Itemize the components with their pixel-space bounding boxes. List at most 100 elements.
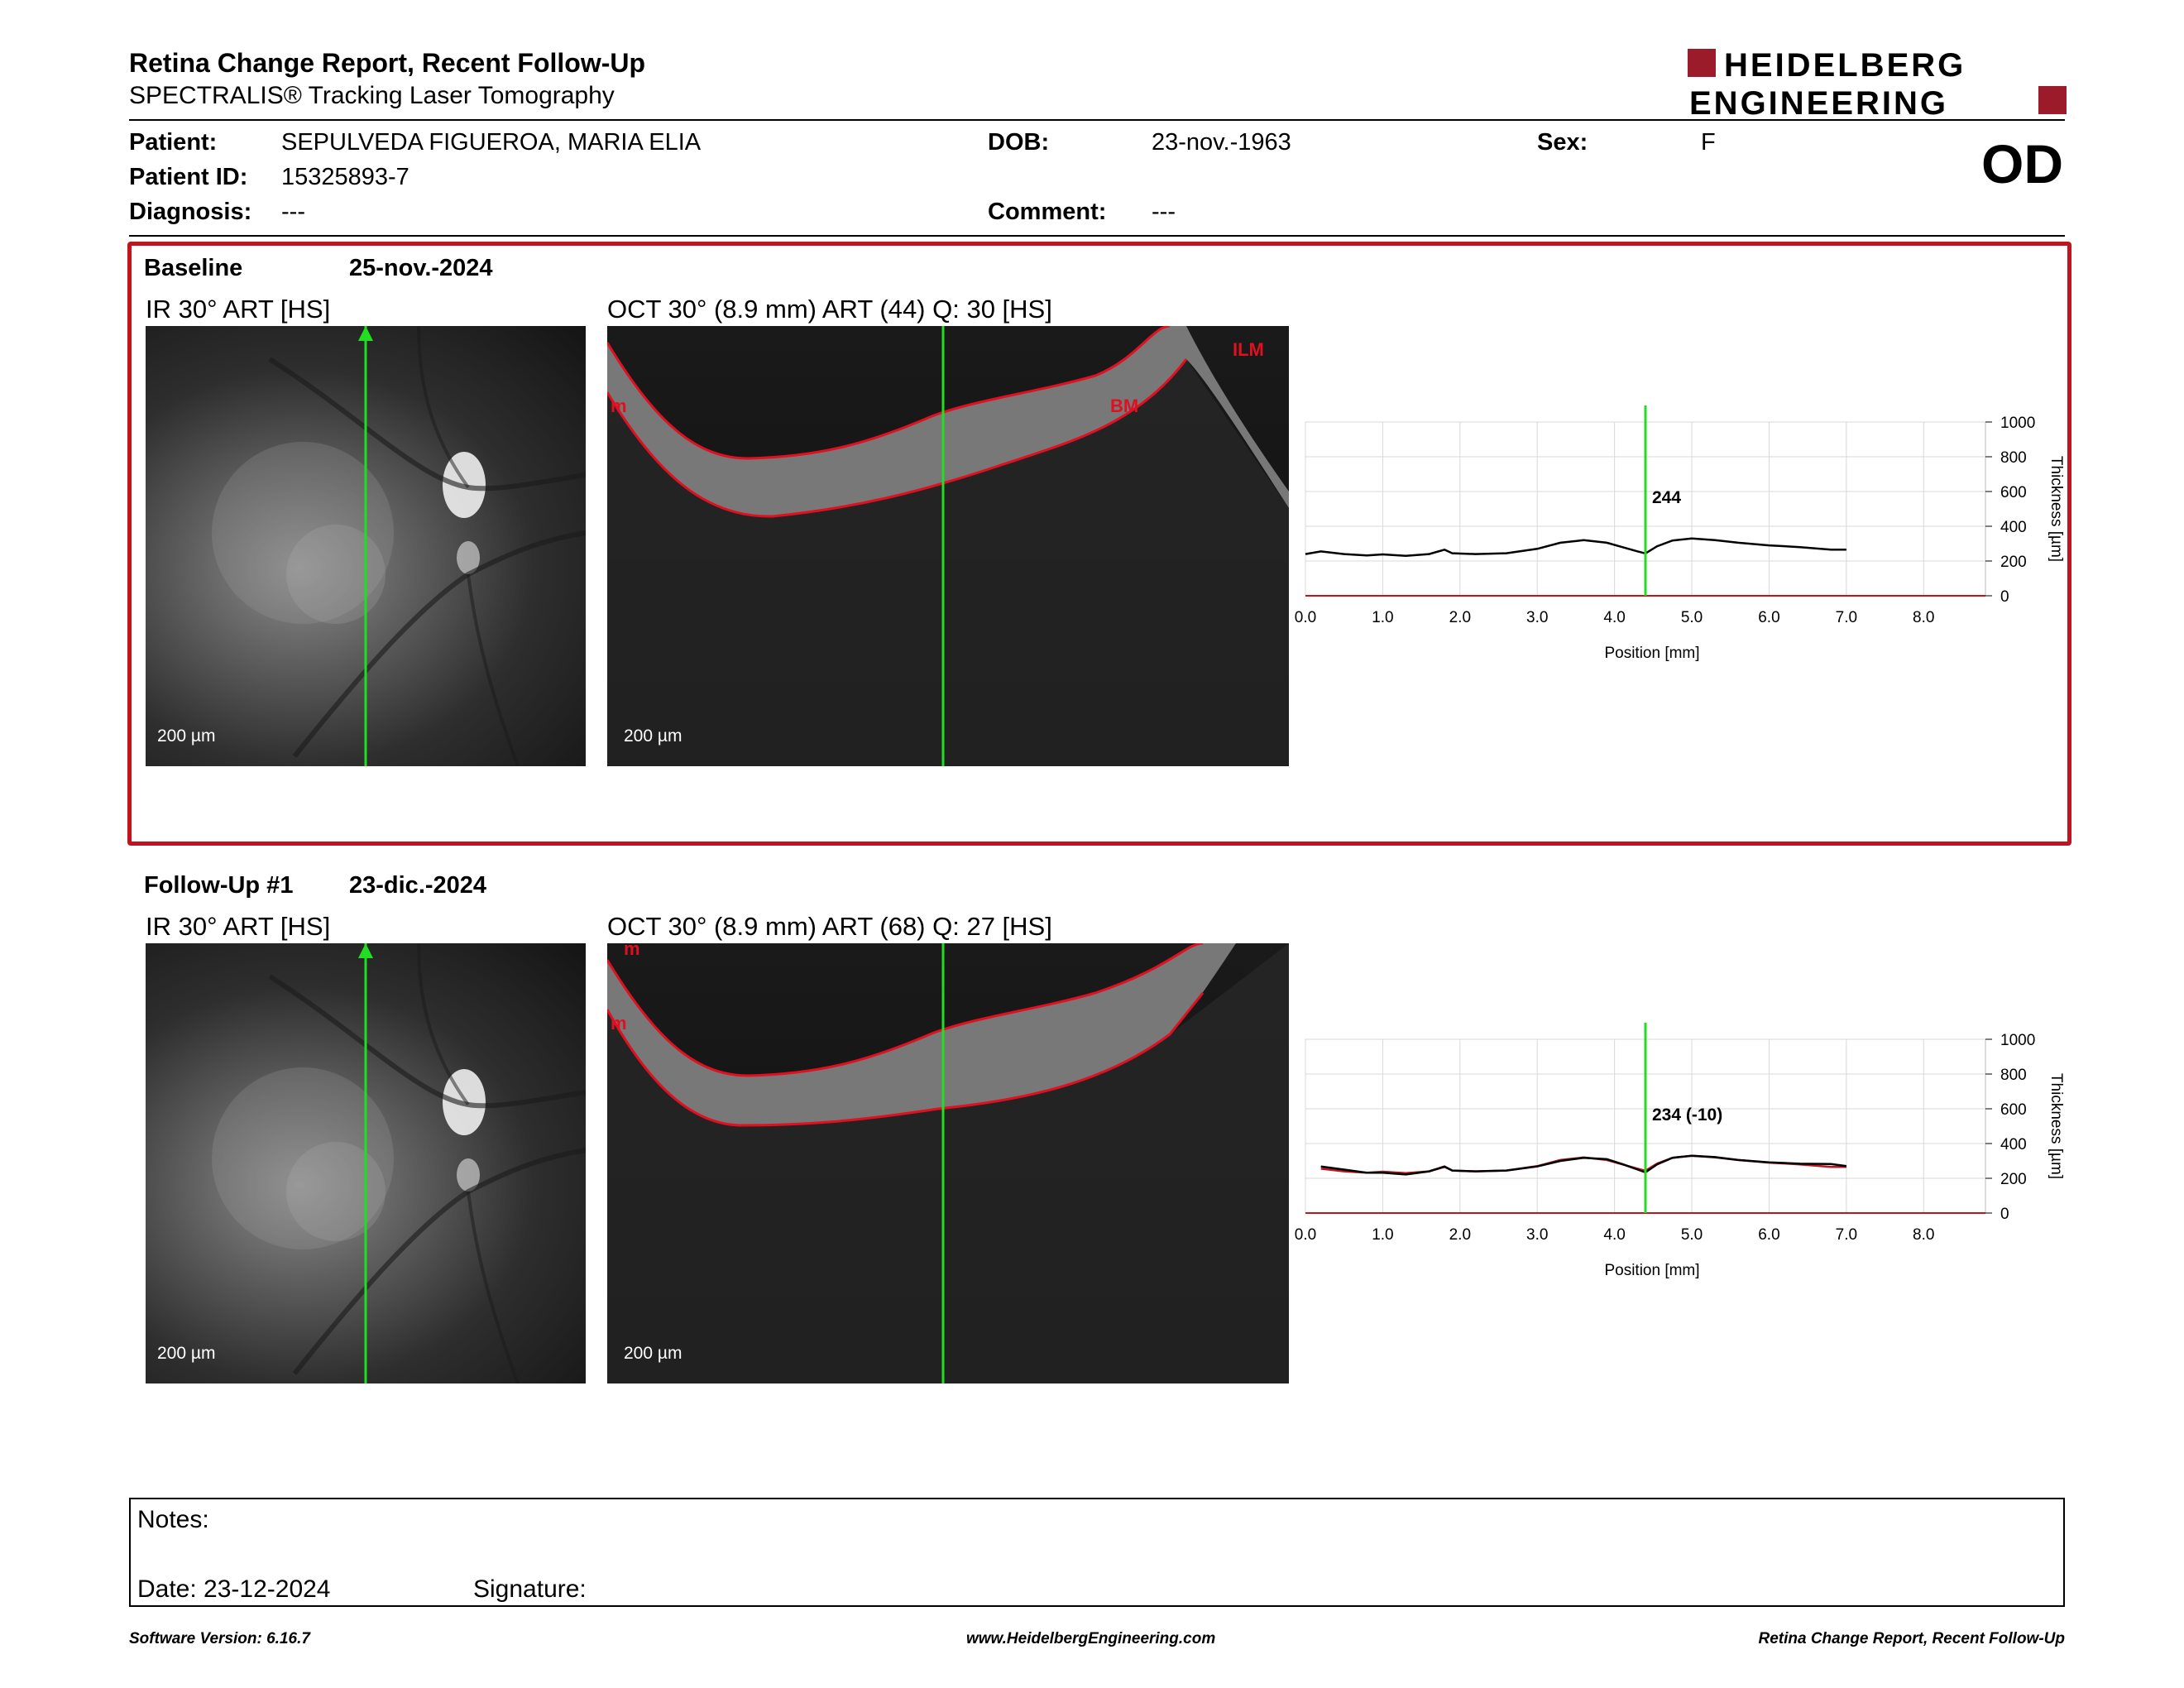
x-tick-label: 1.0 <box>1372 609 1393 626</box>
header-divider <box>129 119 2065 121</box>
x-tick-label: 2.0 <box>1449 1226 1471 1244</box>
y-tick-label: 0 <box>2000 588 2009 606</box>
dob-value: 23-nov.-1963 <box>1152 129 1291 156</box>
patient-label: Patient: <box>129 129 218 156</box>
x-tick-label: 2.0 <box>1449 609 1471 626</box>
eye-indicator: OD <box>1981 133 2063 194</box>
baseline-thickness-chart: 0.0 1.0 2.0 3.0 4.0 5.0 6.0 7.0 8.0 0 200 400 600 800… <box>1295 405 2065 662</box>
baseline-date: 25-nov.-2024 <box>349 255 493 281</box>
x-tick-label: 8.0 <box>1913 609 1934 626</box>
oct-bscan: ILM BM m <box>607 326 1289 766</box>
logo-text-line1: HEIDELBERG <box>1724 47 1966 84</box>
fundus-vessels <box>212 326 586 766</box>
notes-box[interactable]: Notes: Date: 23-12-2024 Signature: <box>129 1498 2065 1607</box>
followup-ir-caption: IR 30° ART [HS] <box>146 912 331 941</box>
y-axis-label: Thickness [µm] <box>2048 1073 2065 1179</box>
y-tick-label: 600 <box>2000 484 2027 501</box>
followup-oct-image[interactable]: m m 200 µm <box>607 943 1289 1383</box>
followup-thickness-chart: 0.0 1.0 2.0 3.0 4.0 5.0 6.0 7.0 8.0 0 200 400 600 800… <box>1295 1023 2065 1279</box>
y-tick-label: 800 <box>2000 1067 2027 1084</box>
cursor-value-label: 244 <box>1652 488 1681 507</box>
x-tick-label: 3.0 <box>1526 1226 1548 1244</box>
y-tick-label: 800 <box>2000 449 2027 467</box>
x-tick-label: 5.0 <box>1681 609 1703 626</box>
footer-report-name: Retina Change Report, Recent Follow-Up <box>1758 1630 2065 1647</box>
y-tick-label: 400 <box>2000 1136 2027 1153</box>
heidelberg-logo: HEIDELBERG ENGINEERING <box>1688 47 2067 117</box>
ilm-line <box>607 943 1204 1077</box>
followup-label: Follow-Up #1 <box>144 872 294 899</box>
report-subtitle: SPECTRALIS® Tracking Laser Tomography <box>129 82 615 109</box>
patient-name: SEPULVEDA FIGUEROA, MARIA ELIA <box>281 129 702 156</box>
y-tick-label: 600 <box>2000 1101 2027 1119</box>
x-tick-label: 6.0 <box>1758 609 1779 626</box>
y-tick-label: 400 <box>2000 519 2027 536</box>
ilm-line <box>607 326 1171 460</box>
y-axis-label: Thickness [µm] <box>2048 456 2065 562</box>
baseline-ir-scalebar: 200 µm <box>157 727 216 746</box>
baseline-ir-caption: IR 30° ART [HS] <box>146 295 331 324</box>
oct-label-m: m <box>611 396 627 416</box>
notes-date: Date: 23-12-2024 <box>137 1575 331 1603</box>
oct-bscan: m m <box>607 943 1289 1383</box>
diagnosis-label: Diagnosis: <box>129 199 252 225</box>
y-tick-label: 0 <box>2000 1206 2009 1223</box>
oct-label-m-top: m <box>624 943 640 959</box>
x-tick-label: 4.0 <box>1603 1226 1625 1244</box>
signature-label: Signature: <box>473 1575 587 1603</box>
dob-label: DOB: <box>988 129 1050 156</box>
x-tick-label: 7.0 <box>1836 609 1857 626</box>
patient-divider <box>129 235 2065 237</box>
baseline-highlight-box <box>127 242 2071 846</box>
patient-id-label: Patient ID: <box>129 164 248 190</box>
series-line-0 <box>1305 537 1846 557</box>
oct-label-bm: BM <box>1110 396 1138 416</box>
patient-id-value: 15325893-7 <box>281 164 410 190</box>
diagnosis-value: --- <box>281 199 305 225</box>
baseline-oct-image[interactable]: ILM BM m 200 µm <box>607 326 1289 766</box>
y-tick-label: 200 <box>2000 1171 2027 1188</box>
scan-direction-arrow-icon <box>358 326 373 341</box>
x-axis-label: Position [mm] <box>1604 645 1699 662</box>
logo-square-top <box>1688 49 1716 77</box>
comment-value: --- <box>1152 199 1176 225</box>
x-axis-label: Position [mm] <box>1604 1262 1699 1279</box>
notes-label: Notes: <box>137 1506 209 1533</box>
series-line-1 <box>1320 1154 1847 1176</box>
x-tick-label: 0.0 <box>1295 609 1316 626</box>
footer-software-version: Software Version: 6.16.7 <box>129 1630 310 1647</box>
sex-label: Sex: <box>1537 129 1588 156</box>
x-tick-label: 4.0 <box>1603 609 1625 626</box>
x-tick-label: 1.0 <box>1372 1226 1393 1244</box>
y-tick-label: 1000 <box>2000 1032 2035 1049</box>
x-tick-label: 7.0 <box>1836 1226 1857 1244</box>
y-tick-label: 1000 <box>2000 415 2035 432</box>
baseline-label: Baseline <box>144 255 243 281</box>
footer-website-link[interactable]: www.HeidelbergEngineering.com <box>966 1630 1216 1647</box>
x-tick-label: 0.0 <box>1295 1226 1316 1244</box>
followup-oct-scalebar: 200 µm <box>624 1344 682 1363</box>
followup-date: 23-dic.-2024 <box>349 872 487 899</box>
followup-oct-caption: OCT 30° (8.9 mm) ART (68) Q: 27 [HS] <box>607 912 1052 941</box>
oct-label-m: m <box>611 1013 627 1033</box>
bm-line <box>607 992 1205 1127</box>
x-tick-label: 5.0 <box>1681 1226 1703 1244</box>
baseline-oct-scalebar: 200 µm <box>624 727 682 746</box>
comment-label: Comment: <box>988 199 1107 225</box>
y-tick-label: 200 <box>2000 554 2027 571</box>
scan-direction-arrow-icon <box>358 943 373 958</box>
sex-value: F <box>1701 129 1716 156</box>
followup-ir-scalebar: 200 µm <box>157 1344 216 1363</box>
report-title: Retina Change Report, Recent Follow-Up <box>129 48 646 78</box>
logo-text-line2: ENGINEERING <box>1689 85 1948 117</box>
cursor-value-label: 234 (-10) <box>1652 1105 1722 1125</box>
x-tick-label: 6.0 <box>1758 1226 1779 1244</box>
baseline-oct-caption: OCT 30° (8.9 mm) ART (44) Q: 30 [HS] <box>607 295 1052 324</box>
followup-ir-image[interactable]: 200 µm <box>146 943 586 1383</box>
x-tick-label: 8.0 <box>1913 1226 1934 1244</box>
bm-line <box>607 358 1188 518</box>
logo-square-bottom <box>2038 86 2067 114</box>
baseline-ir-image[interactable]: 200 µm <box>146 326 586 766</box>
oct-label-ilm: ILM <box>1233 339 1264 360</box>
x-tick-label: 3.0 <box>1526 609 1548 626</box>
